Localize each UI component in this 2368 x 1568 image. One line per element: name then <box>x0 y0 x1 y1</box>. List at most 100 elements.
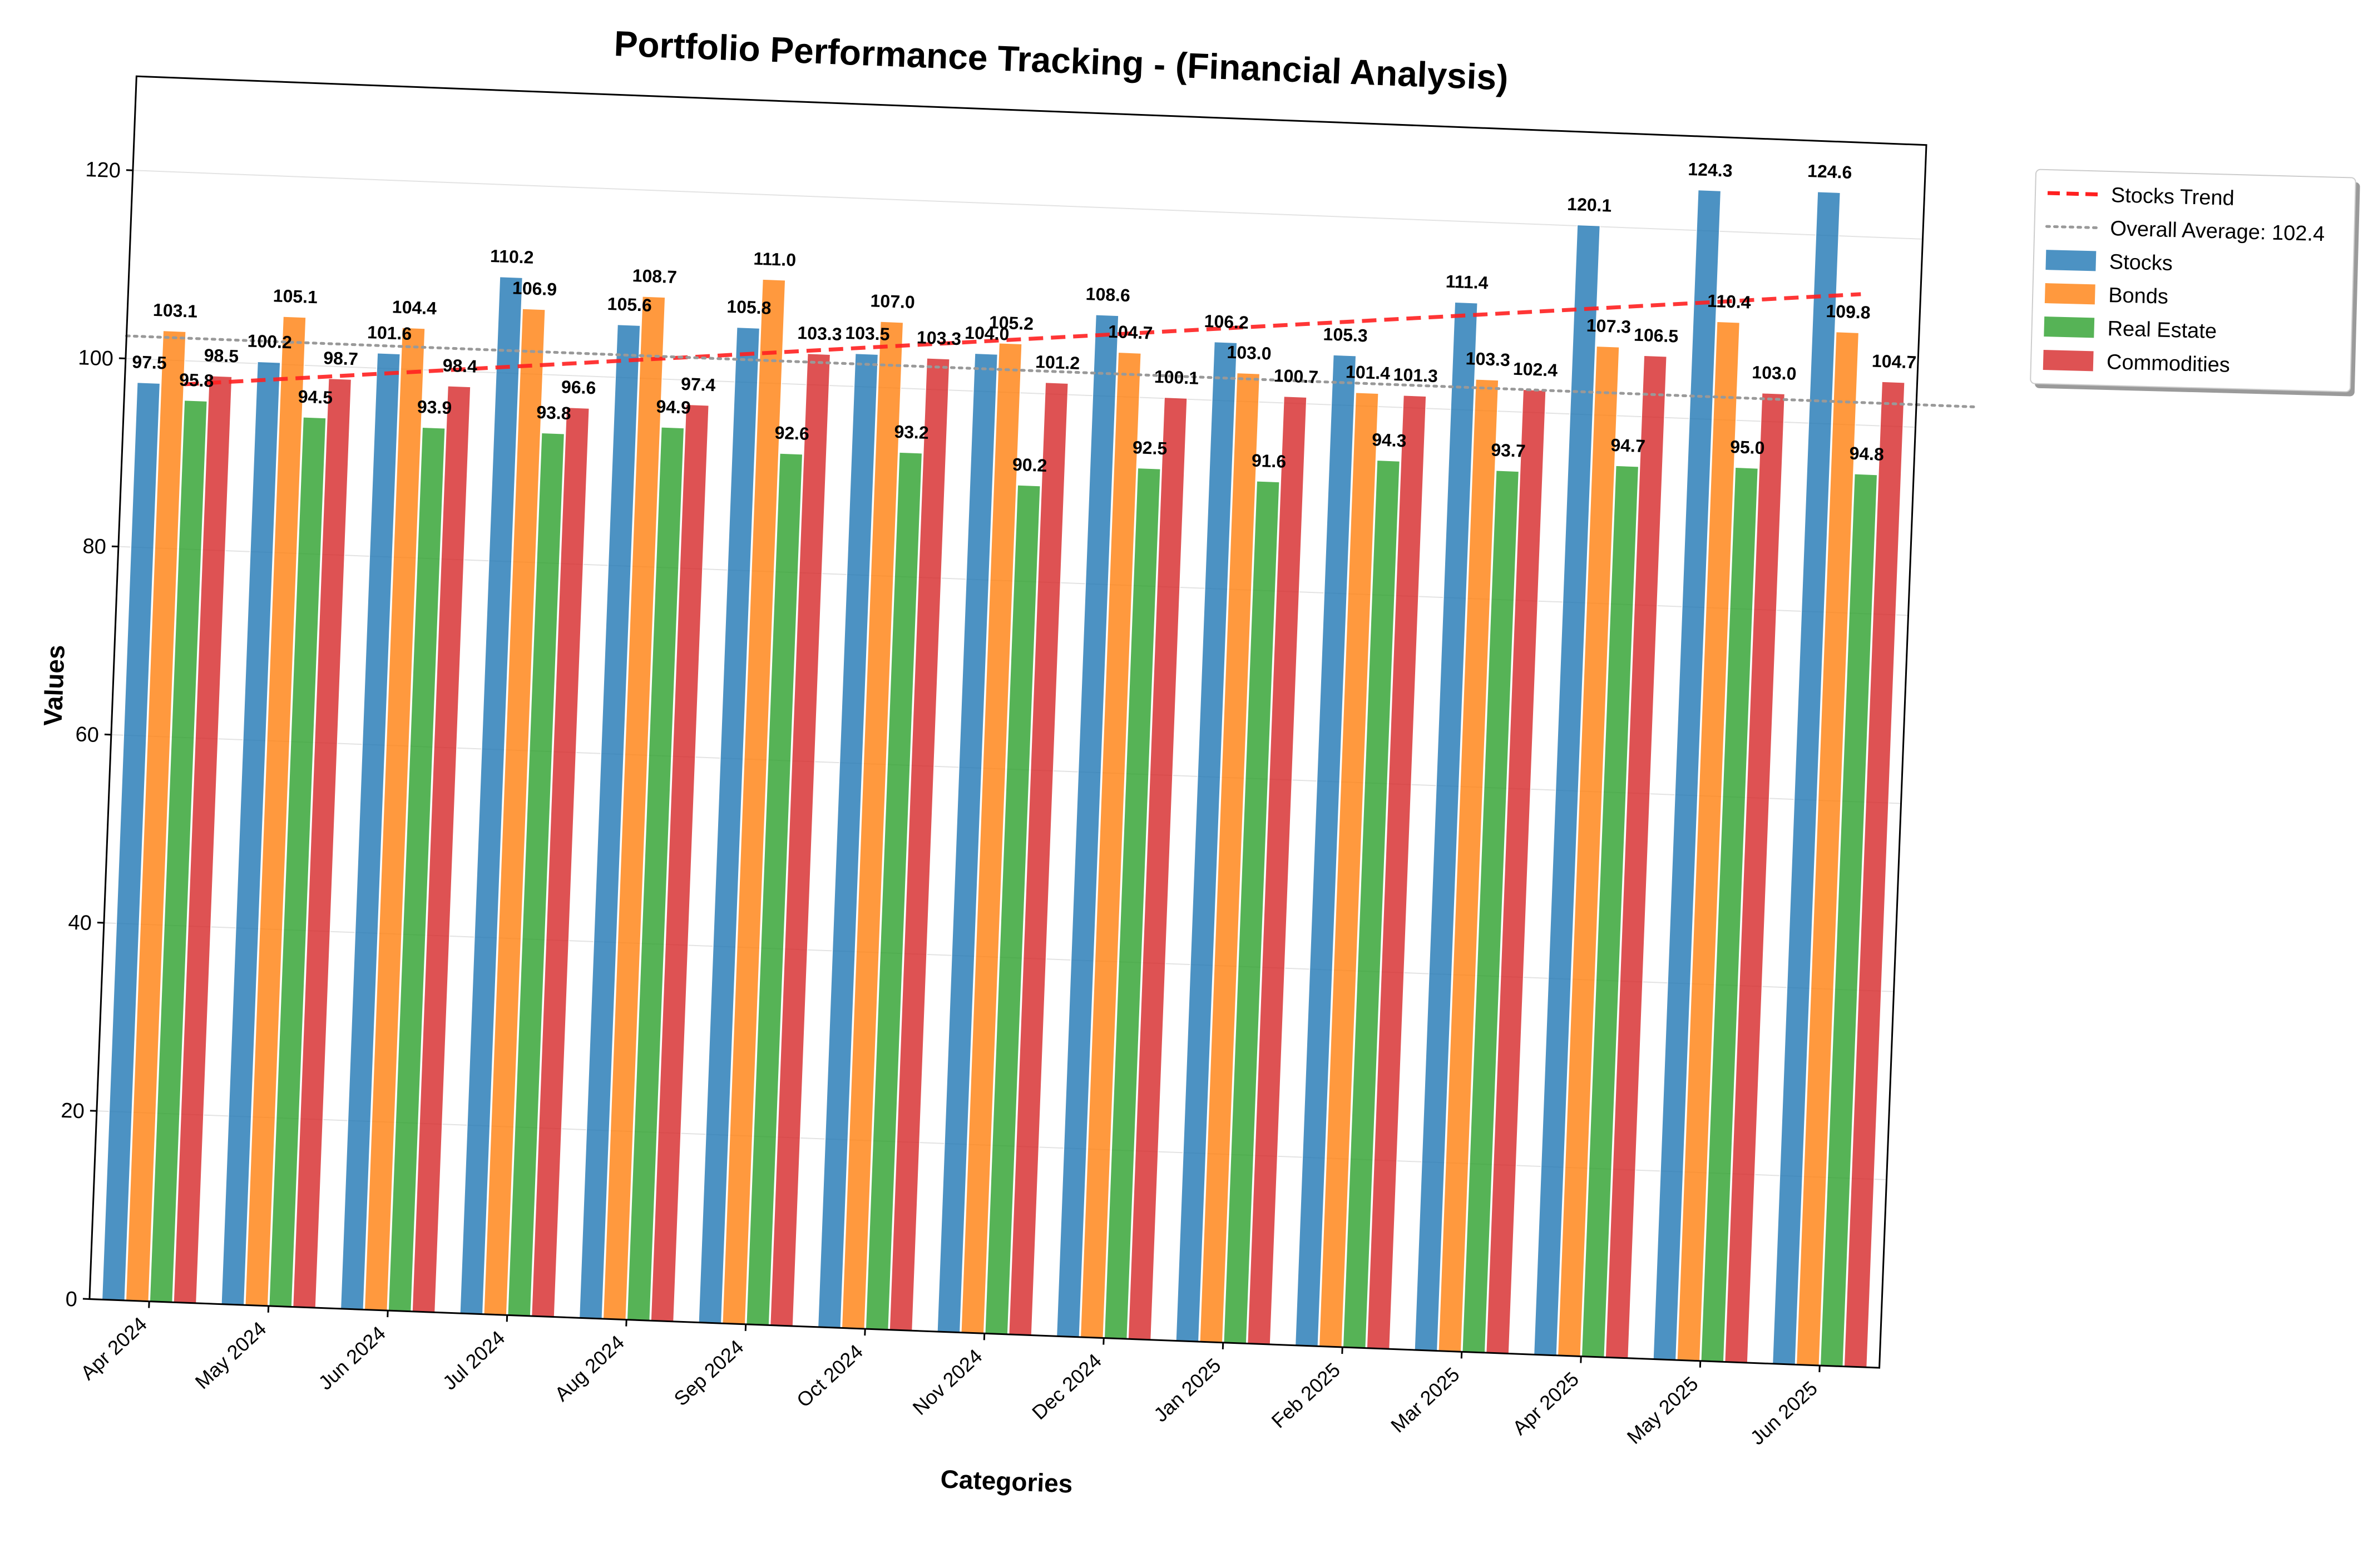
value-label-real-estate: 94.5 <box>298 386 333 407</box>
value-label-commodities: 98.7 <box>323 348 359 369</box>
x-tick-label: Jan 2025 <box>1149 1354 1225 1427</box>
legend-label-real-estate: Real Estate <box>2107 317 2217 343</box>
legend-label-stocks: Stocks <box>2109 250 2173 275</box>
value-label-real-estate: 93.2 <box>894 422 930 443</box>
value-label-stocks: 120.1 <box>1567 194 1612 216</box>
value-label-commodities: 103.0 <box>1752 362 1797 384</box>
value-label-real-estate: 92.5 <box>1132 437 1168 458</box>
value-label-stocks: 124.3 <box>1688 159 1733 181</box>
value-label-real-estate: 94.7 <box>1610 435 1646 456</box>
chart-tilt-group: Portfolio Performance Tracking - (Financ… <box>10 2 1990 1531</box>
x-tick-label: May 2025 <box>1623 1372 1703 1449</box>
gridline <box>133 170 1923 239</box>
legend-label-commodities: Commodities <box>2107 350 2231 377</box>
value-label-bonds: 105.1 <box>273 285 318 307</box>
value-label-bonds: 103.0 <box>1227 342 1272 364</box>
value-label-commodities: 100.7 <box>1273 365 1318 387</box>
value-label-commodities: 103.3 <box>916 327 961 349</box>
value-label-bonds: 105.2 <box>988 312 1034 334</box>
value-label-stocks: 105.3 <box>1323 324 1368 345</box>
x-tick-label: Jun 2025 <box>1746 1377 1822 1450</box>
value-label-commodities: 100.1 <box>1154 367 1199 388</box>
value-label-bonds: 103.3 <box>1465 348 1510 370</box>
value-label-commodities: 98.5 <box>204 345 239 366</box>
value-label-bonds: 108.7 <box>632 265 677 287</box>
value-label-bonds: 107.0 <box>870 290 915 312</box>
value-label-bonds: 104.7 <box>1108 321 1153 343</box>
y-tick-label: 120 <box>85 158 121 182</box>
x-tick-label: Jun 2024 <box>314 1322 390 1394</box>
legend-label-bonds: Bonds <box>2108 284 2169 309</box>
value-label-stocks: 124.6 <box>1807 161 1852 182</box>
legend-swatch-real-estate <box>2044 316 2094 338</box>
chart-title: Portfolio Performance Tracking - (Financ… <box>614 23 1509 98</box>
value-label-commodities: 106.5 <box>1634 325 1679 347</box>
y-axis-label: Values <box>38 644 70 726</box>
y-tick-label: 100 <box>78 346 114 370</box>
value-label-commodities: 102.4 <box>1512 359 1558 380</box>
value-label-commodities: 103.3 <box>797 323 842 344</box>
value-label-real-estate: 95.0 <box>1730 437 1766 458</box>
y-tick-label: 20 <box>61 1099 85 1124</box>
value-label-real-estate: 92.6 <box>774 423 810 444</box>
value-label-stocks: 108.6 <box>1085 284 1130 305</box>
value-label-real-estate: 94.8 <box>1849 443 1885 464</box>
legend-swatch-commodities <box>2043 350 2094 371</box>
value-label-real-estate: 93.7 <box>1491 439 1526 461</box>
value-label-bonds: 103.1 <box>152 300 197 321</box>
x-tick-label: Mar 2025 <box>1386 1363 1464 1437</box>
value-label-stocks: 105.8 <box>726 296 772 318</box>
value-label-real-estate: 90.2 <box>1012 454 1047 476</box>
value-label-commodities: 96.6 <box>561 377 596 398</box>
legend-swatch-stocks <box>2045 250 2096 271</box>
x-tick-label: Nov 2024 <box>908 1344 987 1419</box>
value-label-real-estate: 93.8 <box>536 402 572 423</box>
x-tick-label: Sep 2024 <box>669 1335 748 1411</box>
y-tick-label: 0 <box>65 1288 78 1312</box>
value-label-bonds: 109.8 <box>1826 301 1871 323</box>
x-tick-label: Oct 2024 <box>792 1340 867 1412</box>
value-label-stocks: 110.2 <box>490 246 535 268</box>
value-label-bonds: 104.4 <box>392 296 437 318</box>
value-label-real-estate: 91.6 <box>1251 450 1287 471</box>
value-label-real-estate: 94.3 <box>1372 429 1407 451</box>
value-label-stocks: 106.2 <box>1204 311 1249 333</box>
value-label-stocks: 105.6 <box>607 294 652 315</box>
legend-label-stocks-trend: Stocks Trend <box>2110 184 2234 210</box>
x-tick-label: Aug 2024 <box>550 1330 629 1406</box>
value-label-commodities: 98.4 <box>442 355 478 376</box>
value-label-real-estate: 94.9 <box>656 396 691 417</box>
y-tick-label: 60 <box>75 723 100 747</box>
x-tick-label: Dec 2024 <box>1027 1349 1106 1424</box>
x-tick-label: Apr 2024 <box>76 1312 151 1384</box>
value-label-bonds: 111.0 <box>753 248 797 270</box>
value-label-stocks: 111.4 <box>1445 271 1489 293</box>
value-label-commodities: 101.3 <box>1393 364 1438 386</box>
x-axis-label: Categories <box>940 1464 1074 1498</box>
value-label-stocks: 97.5 <box>132 352 167 373</box>
x-tick-label: Jul 2024 <box>438 1326 510 1394</box>
value-label-real-estate: 93.9 <box>417 397 452 418</box>
value-label-bonds: 107.3 <box>1586 315 1631 337</box>
value-label-bonds: 110.4 <box>1707 291 1752 313</box>
value-label-stocks: 100.2 <box>247 330 292 352</box>
value-label-stocks: 103.5 <box>845 323 890 344</box>
y-tick-label: 40 <box>68 911 92 936</box>
legend-swatch-overall-average <box>2046 226 2097 227</box>
value-label-bonds: 101.4 <box>1345 362 1391 383</box>
value-label-commodities: 97.4 <box>680 374 716 395</box>
value-label-stocks: 101.6 <box>367 322 412 344</box>
legend-swatch-bonds <box>2045 283 2095 304</box>
x-tick-label: Feb 2025 <box>1267 1358 1344 1432</box>
value-label-real-estate: 95.8 <box>179 369 214 390</box>
legend-swatch-stocks-trend <box>2048 193 2098 194</box>
value-label-commodities: 101.2 <box>1035 352 1080 373</box>
value-label-commodities: 104.7 <box>1871 350 1916 372</box>
x-tick-label: Apr 2025 <box>1508 1367 1583 1439</box>
y-tick-label: 80 <box>82 535 107 559</box>
value-label-bonds: 106.9 <box>512 278 557 299</box>
x-tick-label: May 2024 <box>191 1317 271 1394</box>
